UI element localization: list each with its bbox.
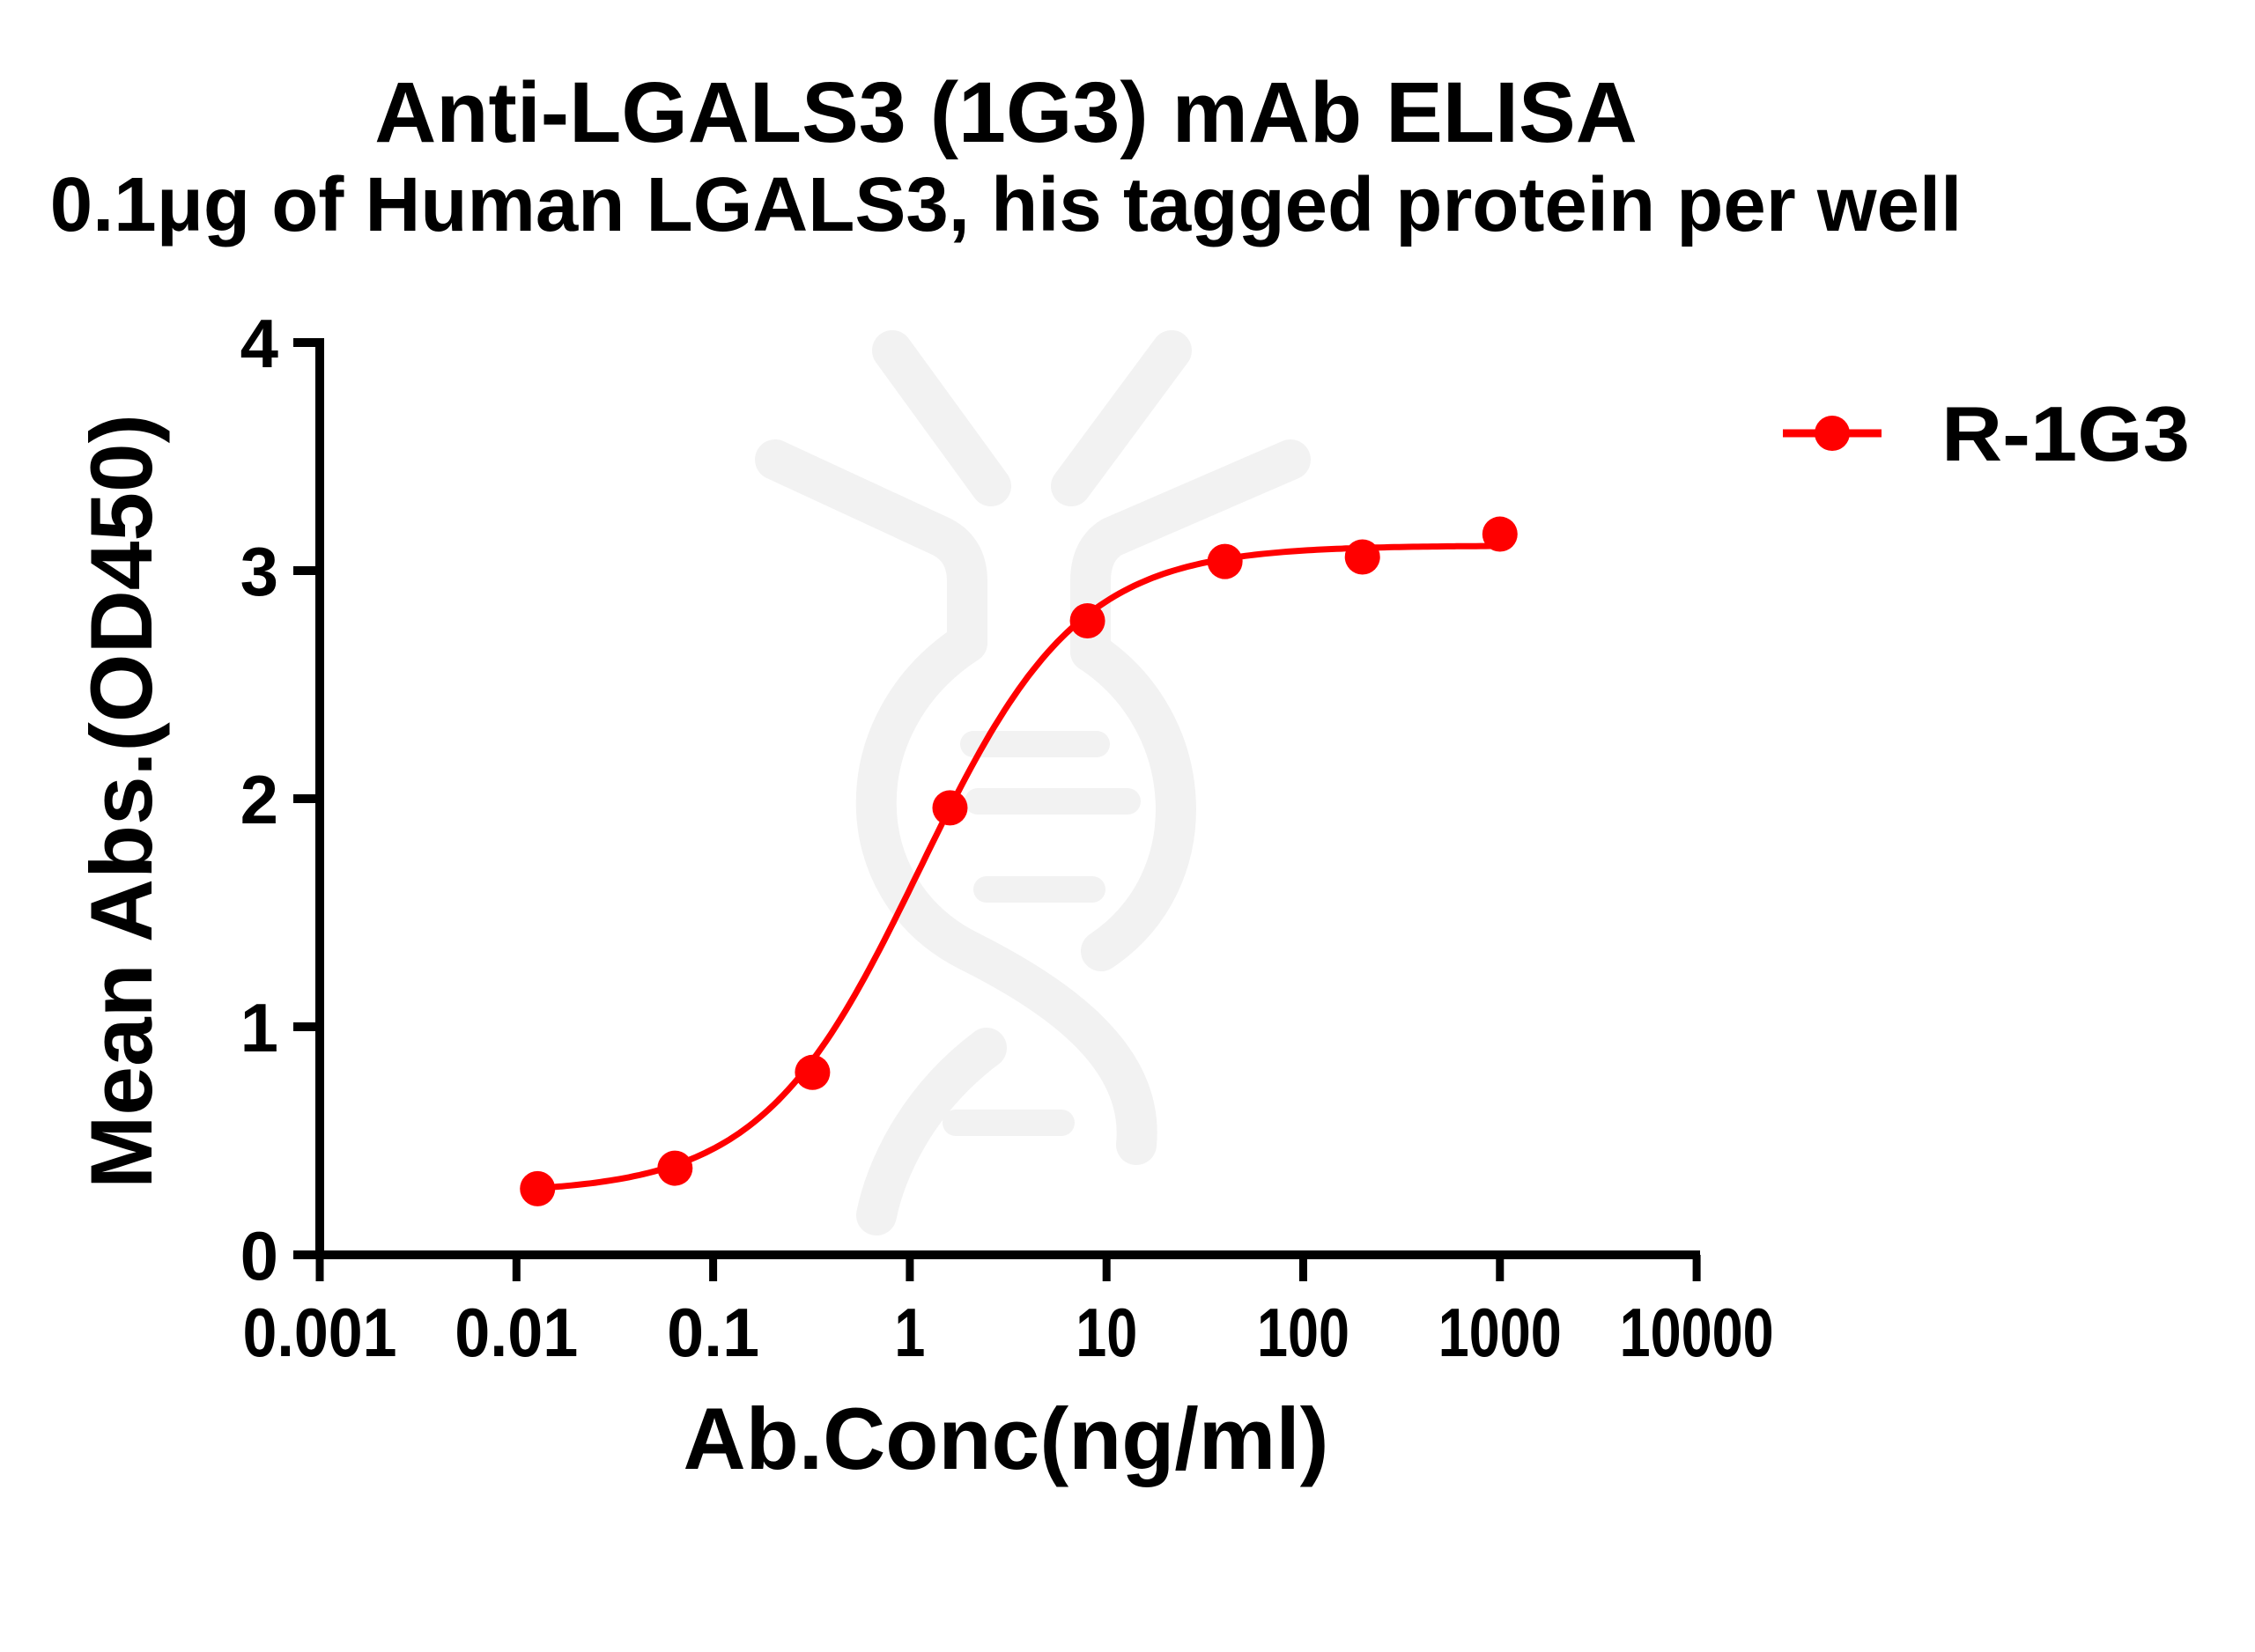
fit-curve (537, 542, 1500, 1191)
y-tick-label: 4 (240, 305, 278, 382)
x-tick-label: 10 (1076, 1294, 1137, 1371)
y-tick-label: 3 (240, 533, 278, 610)
y-tick-labels: 0 1 2 3 4 (240, 305, 278, 1294)
data-point (1069, 602, 1105, 638)
x-axis-title: Ab.Conc(ng/ml) (684, 1390, 1329, 1487)
y-tick-label: 2 (240, 761, 278, 838)
antibody-dna-icon (755, 330, 1311, 1235)
data-point (1482, 516, 1518, 552)
data-point (520, 1170, 556, 1206)
chart-subtitle: 0.1μg of Human LGALS3, his tagged protei… (49, 162, 1963, 247)
x-tick-label: 100 (1257, 1294, 1349, 1371)
legend-marker-icon (1815, 416, 1850, 451)
data-point (1344, 539, 1380, 575)
legend-label: R-1G3 (1941, 390, 2190, 477)
data-point (1207, 543, 1243, 579)
x-tick-label: 1000 (1438, 1294, 1562, 1371)
x-tick-label: 10000 (1620, 1294, 1774, 1371)
y-tick-label: 1 (240, 989, 278, 1066)
axes (293, 338, 1701, 1281)
data-point (657, 1150, 693, 1186)
y-tick-label: 0 (240, 1217, 278, 1294)
y-axis-title: Mean Abs.(OD450) (72, 414, 170, 1189)
chart-title: Anti-LGALS3 (1G3) mAb ELISA (374, 64, 1638, 160)
x-tick-label: 0.01 (455, 1294, 578, 1371)
data-point (932, 790, 968, 826)
legend: R-1G3 (1783, 390, 2190, 477)
x-tick-label: 1 (894, 1294, 925, 1371)
x-tick-label: 0.1 (667, 1294, 759, 1371)
x-tick-labels: 0.001 0.01 0.1 1 10 100 1000 10000 (243, 1294, 1774, 1371)
x-tick-label: 0.001 (243, 1294, 397, 1371)
data-series (520, 516, 1518, 1206)
data-point (795, 1054, 831, 1090)
